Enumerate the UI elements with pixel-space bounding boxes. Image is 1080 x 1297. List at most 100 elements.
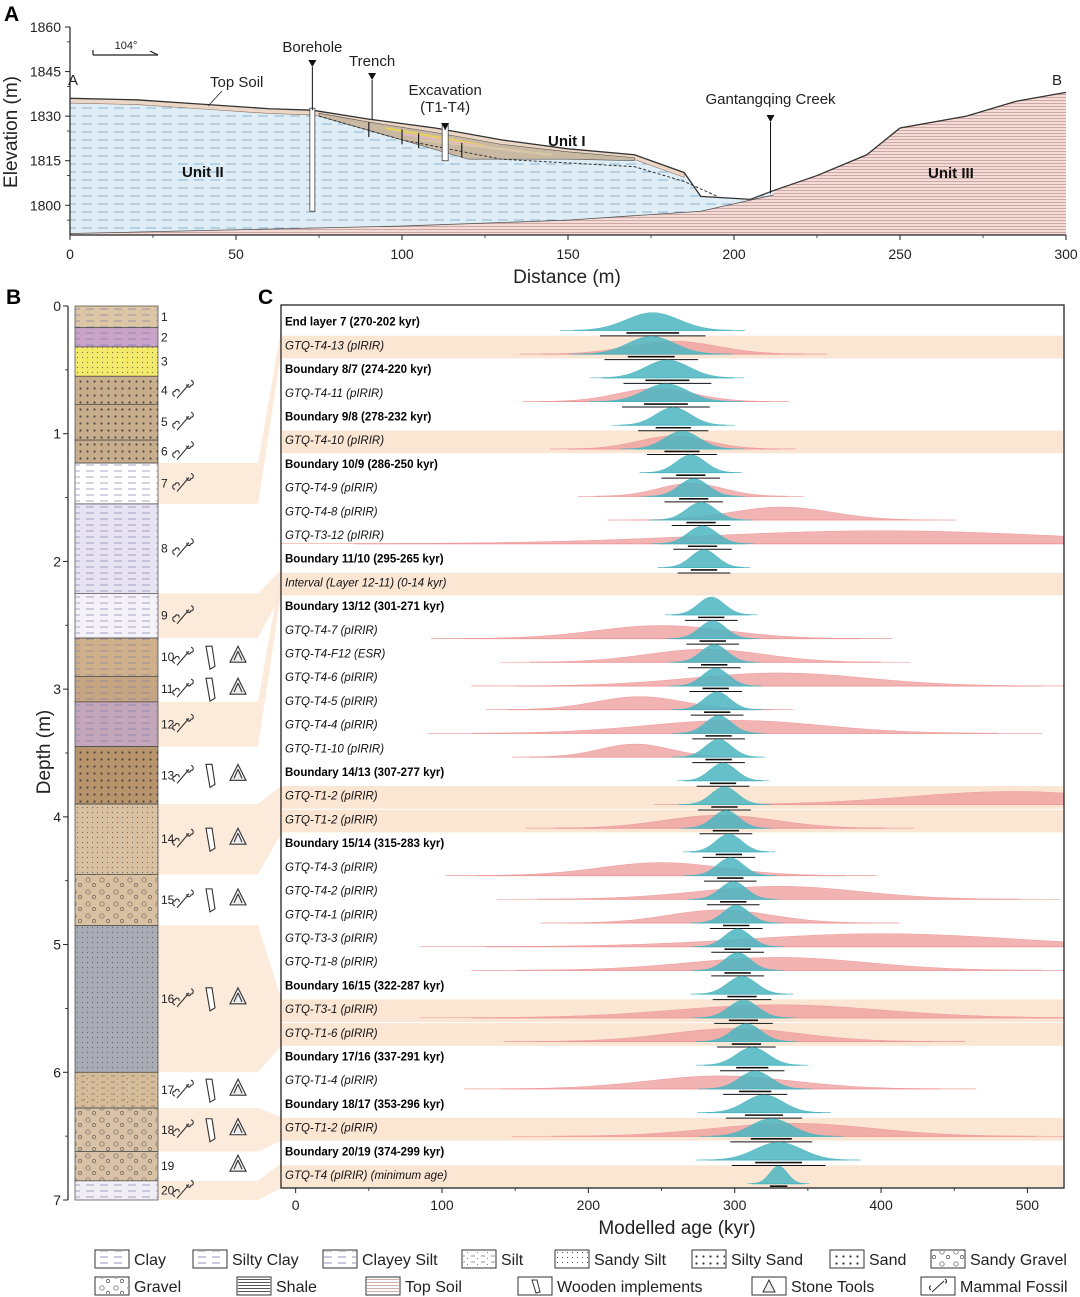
layer-correlation-band (158, 925, 281, 1073)
likelihood-curve (471, 957, 1064, 971)
annotation-label: Trench (349, 53, 395, 70)
row-highlight (282, 1165, 1063, 1188)
legend-item: Mammal Fossil (920, 1276, 1068, 1296)
mammal-fossil-icon (172, 828, 194, 848)
clayey-silt-swatch (324, 1251, 356, 1267)
layer-number: 14 (161, 832, 175, 846)
layer-number: 6 (161, 445, 168, 459)
depth-tick-label: 7 (53, 1192, 61, 1208)
legend-label: Sandy Gravel (970, 1252, 1067, 1269)
stone-tool-icon (229, 644, 247, 663)
row-label: End layer 7 (270-202 kyr) (285, 317, 420, 329)
posterior-curve (682, 833, 776, 853)
wooden-implement-icon (205, 888, 216, 913)
age-tick-label: 400 (869, 1197, 893, 1213)
likelihood-curve (653, 791, 1064, 805)
annotation-label: Excavation (408, 82, 481, 99)
row-label: Boundary 11/10 (295-265 kyr) (285, 554, 444, 566)
layer-11-pattern (75, 676, 158, 702)
age-tick-label: 0 (292, 1197, 300, 1213)
posterior-curve (667, 644, 761, 663)
depth-tick-label: 5 (53, 937, 61, 953)
top-soil-swatch (367, 1278, 399, 1294)
posterior-curve (676, 762, 770, 782)
age-tick-label: 500 (1016, 1197, 1040, 1213)
posterior-curve (679, 810, 773, 829)
row-label: GTQ-T1-10 (pIRIR) (285, 743, 384, 755)
posterior-curve (694, 1023, 798, 1042)
mammal-fossil-icon (172, 605, 194, 625)
posterior-curve (669, 667, 763, 687)
layer-6-pattern (75, 440, 158, 464)
legend: Clay Silty Clay Clayey Silt Silt Sandy Silt S… (94, 1249, 1068, 1296)
legend-item: Clayey Silt (322, 1249, 438, 1269)
sand-swatch (831, 1251, 863, 1267)
layer-number: 5 (161, 415, 168, 429)
row-label: Boundary 14/13 (307-277 kyr) (285, 767, 444, 779)
mammal-fossil-icon (172, 1079, 194, 1099)
row-label: Boundary 10/9 (286-250 kyr) (285, 459, 438, 471)
y-tick-label: 1815 (30, 153, 61, 169)
layer-number: 19 (161, 1159, 175, 1173)
depth-tick-label: 1 (53, 426, 61, 442)
y-tick-label: 1845 (30, 64, 61, 80)
legend-item: Silty Clay (192, 1249, 299, 1269)
likelihood-curve (463, 1075, 977, 1090)
posterior-curve (590, 359, 745, 379)
row-label: GTQ-T4-2 (pIRIR) (285, 886, 378, 898)
layer-number: 3 (161, 355, 168, 369)
shale-swatch (238, 1278, 270, 1294)
layer-14-pattern (75, 804, 158, 875)
end-label-a: A (68, 72, 78, 89)
posterior-curve (670, 691, 764, 710)
panel-a-annotations: Borehole Trench Excavation(T1-T4) Gantangqi… (207, 39, 836, 194)
row-label: GTQ-T3-12 (pIRIR) (285, 530, 384, 542)
legend-label: Clayey Silt (362, 1252, 438, 1269)
cross-section (69, 91, 1067, 235)
posterior-curve (672, 715, 765, 734)
layer-number: 15 (161, 893, 175, 907)
posterior-curve (683, 857, 777, 876)
wooden-implement-icon (205, 677, 216, 703)
unit-i-label: Unit I (548, 133, 586, 150)
wooden-implement-icon (531, 1279, 541, 1294)
legend-label: Sand (869, 1252, 906, 1269)
x-tick-label: 250 (888, 246, 912, 262)
wooden-implement-icon (205, 763, 216, 789)
panel-c-row-labels: End layer 7 (270-202 kyr) GTQ-T4-13 (pIRI… (285, 317, 447, 1182)
unit-iii-pattern (70, 92, 1066, 235)
wooden-implement-icon (205, 645, 216, 671)
layer-correlation-band (158, 786, 281, 875)
direction-arrow: 104° (92, 40, 159, 56)
legend-label: Top Soil (405, 1279, 462, 1296)
stone-tool-icon (229, 1117, 247, 1136)
depth-tick-label: 0 (53, 298, 61, 314)
panel-b-highlights (158, 330, 281, 1200)
layer-correlation-band (158, 570, 281, 639)
mammal-fossil-icon (172, 411, 194, 431)
row-label: Boundary 20/19 (374-299 kyr) (285, 1146, 444, 1158)
row-label: GTQ-T1-6 (pIRIR) (285, 1028, 378, 1040)
mammal-fossil-icon (928, 1278, 948, 1293)
layer-5-pattern (75, 404, 158, 441)
wooden-implement-icon (205, 1118, 216, 1143)
top-soil-leader (207, 90, 223, 107)
panel-c: C End layer 7 (270-202 kyr) GTQ-T4-13 (pI… (258, 286, 1065, 1239)
x-tick-label: 300 (1054, 246, 1078, 262)
mammal-fossil-icon (172, 988, 194, 1008)
row-label: GTQ-T4 (pIRIR) (minimum age) (285, 1170, 447, 1182)
legend-item: Shale (236, 1276, 317, 1296)
row-label: Boundary 8/7 (274-220 kyr) (285, 364, 432, 376)
posterior-curve (690, 976, 794, 995)
layer-number: 12 (161, 717, 175, 731)
legend-label: Sandy Silt (594, 1252, 667, 1269)
mammal-fossil-icon (172, 1179, 194, 1199)
legend-label: Stone Tools (791, 1279, 874, 1296)
posterior-curve (689, 904, 783, 924)
row-label: GTQ-T4-F12 (ESR) (285, 649, 385, 661)
layer-number: 11 (161, 682, 174, 696)
row-label: GTQ-T4-11 (pIRIR) (285, 388, 383, 400)
legend-label: Silty Sand (731, 1252, 803, 1269)
layer-13-pattern (75, 746, 158, 805)
panel-c-frame (280, 304, 1065, 1189)
